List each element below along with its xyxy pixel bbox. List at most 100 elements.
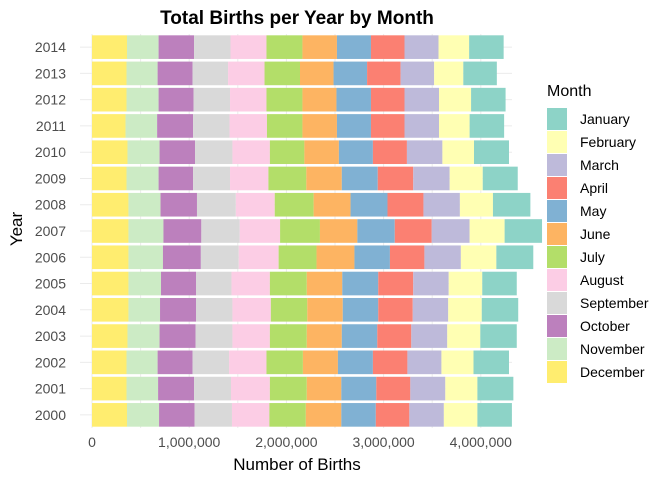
- bar-2005-january: [482, 271, 517, 296]
- bar-2000-august: [231, 403, 270, 427]
- bar-2002-november: [126, 350, 158, 375]
- bar-2006-may: [354, 245, 390, 270]
- bar-2002-august: [229, 350, 267, 375]
- bar-2001-july: [269, 376, 307, 401]
- bar-2013-october: [157, 61, 193, 86]
- bar-2009-may: [341, 166, 378, 191]
- bar-2001-april: [376, 376, 411, 401]
- bar-2013-december: [92, 61, 127, 86]
- y-tick-label-2007: 2007: [35, 223, 66, 239]
- bar-2002-march: [407, 350, 442, 375]
- bar-2000-november: [126, 403, 160, 427]
- x-tick-label-1: 1,000,000: [158, 434, 220, 450]
- bar-2009-november: [126, 166, 159, 191]
- bar-2001-february: [445, 376, 478, 401]
- bar-2000-july: [269, 403, 306, 427]
- bar-2010-july: [269, 140, 305, 165]
- y-tick-label-2002: 2002: [35, 354, 66, 370]
- bar-2009-february: [449, 166, 483, 191]
- y-tick-labels: 2014 2013 2012 2011 2010 2009 2008 2007 2006 2005…: [35, 39, 66, 423]
- bar-2004-september: [196, 297, 233, 322]
- bar-2000-december: [92, 403, 127, 427]
- legend-key-january: [547, 108, 567, 130]
- legend-key-july: [547, 246, 567, 268]
- bar-2006-august: [238, 245, 279, 270]
- bar-2003-august: [232, 324, 270, 348]
- bar-2008-september: [196, 192, 236, 217]
- bar-2003-november: [127, 324, 160, 348]
- bar-2011-july: [266, 114, 303, 138]
- bar-2012-june: [302, 87, 337, 112]
- bar-2005-april: [378, 271, 414, 296]
- bar-2009-december: [92, 166, 127, 191]
- legend-key-may: [547, 200, 567, 222]
- bar-2009-september: [193, 166, 231, 191]
- y-tick-label-2014: 2014: [35, 39, 66, 55]
- bar-2011-june: [302, 114, 337, 138]
- bar-2012-april: [370, 87, 405, 112]
- bar-2013-july: [264, 61, 301, 86]
- bar-2004-december: [92, 297, 129, 322]
- bar-2013-april: [367, 61, 401, 86]
- x-axis-title: Number of Births: [233, 455, 361, 474]
- bar-2006-december: [92, 245, 129, 270]
- bar-2010-november: [127, 140, 160, 165]
- bar-2012-may: [336, 87, 371, 112]
- bar-2002-july: [266, 350, 303, 375]
- bar-2007-december: [92, 219, 129, 243]
- bar-2010-february: [442, 140, 474, 165]
- bar-2009-august: [230, 166, 269, 191]
- bar-2007-july: [280, 219, 320, 243]
- legend-label-july: July: [580, 249, 605, 265]
- bar-2008-december: [92, 192, 129, 217]
- bar-2008-june: [313, 192, 351, 217]
- bar-2014-february: [438, 35, 470, 59]
- legend-label-september: September: [580, 295, 649, 311]
- bar-2008-august: [235, 192, 275, 217]
- bar-2001-march: [410, 376, 446, 401]
- bar-2003-december: [92, 324, 128, 348]
- bar-2003-october: [159, 324, 196, 348]
- bar-2007-november: [128, 219, 164, 243]
- legend-label-april: April: [580, 180, 608, 196]
- bar-2008-july: [274, 192, 314, 217]
- y-tick-label-2009: 2009: [35, 170, 66, 186]
- bar-2006-september: [200, 245, 239, 270]
- x-tick-label-0: 0: [88, 434, 96, 450]
- bar-2008-march: [423, 192, 460, 217]
- bar-2008-february: [459, 192, 493, 217]
- bar-2011-august: [229, 114, 267, 138]
- bar-2002-april: [372, 350, 408, 375]
- bar-2006-july: [278, 245, 317, 270]
- bar-2009-january: [482, 166, 518, 191]
- bar-2010-june: [304, 140, 339, 165]
- y-tick-label-2005: 2005: [35, 276, 66, 292]
- bar-2012-february: [439, 87, 472, 112]
- bar-2001-november: [126, 376, 159, 401]
- legend-label-may: May: [580, 203, 606, 219]
- bar-2012-september: [193, 87, 231, 112]
- bar-2001-september: [194, 376, 231, 401]
- bar-2003-may: [341, 324, 378, 348]
- bar-2004-july: [270, 297, 308, 322]
- bar-2006-april: [389, 245, 425, 270]
- bar-2004-may: [342, 297, 379, 322]
- y-tick-label-2012: 2012: [35, 92, 66, 108]
- bar-2007-may: [357, 219, 395, 243]
- legend-label-march: March: [580, 157, 619, 173]
- bar-2006-february: [460, 245, 497, 270]
- x-tick-labels: 0 1,000,000 2,000,000 3,000,000 4,000,000: [88, 434, 512, 450]
- bar-2008-november: [128, 192, 161, 217]
- bar-2009-june: [306, 166, 342, 191]
- legend-label-june: June: [580, 226, 611, 242]
- bar-2012-october: [158, 87, 194, 112]
- bar-2002-september: [192, 350, 230, 375]
- bar-2004-october: [160, 297, 197, 322]
- bar-2002-june: [302, 350, 338, 375]
- y-tick-label-2008: 2008: [35, 197, 66, 213]
- legend-label-february: February: [580, 134, 636, 150]
- y-axis-title: Year: [7, 211, 26, 246]
- bar-2013-november: [126, 61, 158, 86]
- bar-2000-september: [194, 403, 232, 427]
- bar-2005-october: [161, 271, 197, 296]
